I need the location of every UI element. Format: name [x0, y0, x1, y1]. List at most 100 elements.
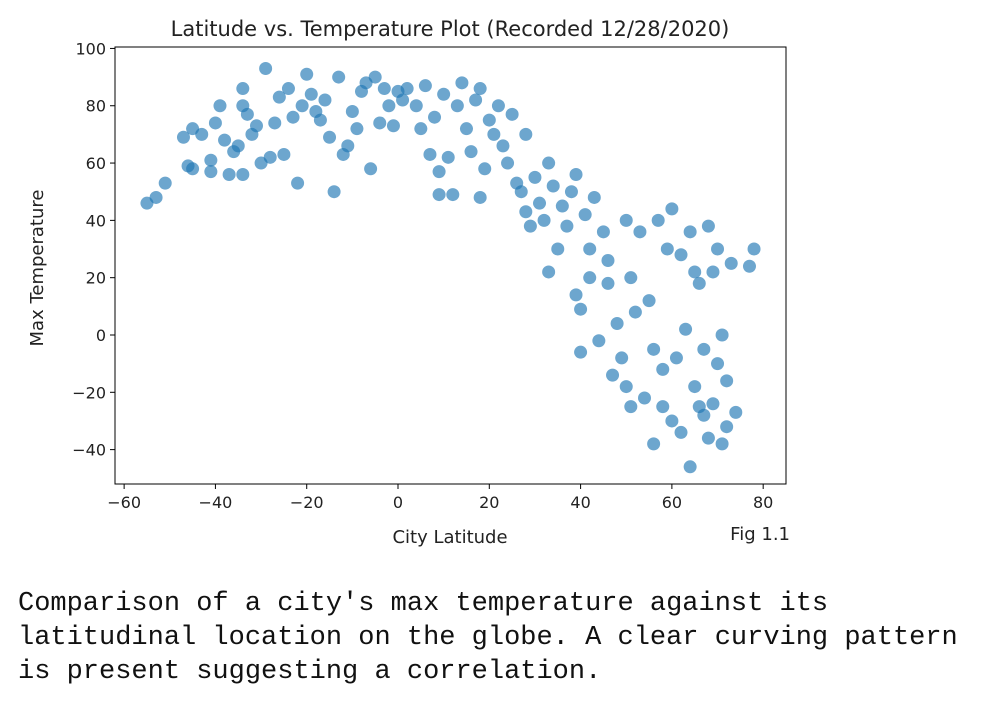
x-tick-label: 60 [662, 493, 682, 512]
point [418, 79, 432, 93]
point [606, 368, 620, 382]
point [437, 87, 451, 101]
point [519, 205, 533, 219]
point [450, 99, 464, 113]
point [706, 265, 720, 279]
point [619, 380, 633, 394]
point [701, 219, 715, 233]
x-axis-label: City Latitude [392, 527, 507, 548]
point [546, 179, 560, 193]
point [715, 328, 729, 342]
x-tick-label: −20 [290, 493, 324, 512]
point [464, 145, 478, 159]
point [295, 99, 309, 113]
point [715, 437, 729, 451]
point [478, 162, 492, 176]
point [250, 119, 264, 133]
point [679, 322, 693, 336]
point [720, 374, 734, 388]
point [432, 165, 446, 179]
y-tick-label: −20 [72, 383, 106, 402]
point [382, 99, 396, 113]
point [473, 190, 487, 204]
point [291, 176, 305, 190]
point [514, 185, 528, 199]
point [432, 188, 446, 202]
point [386, 119, 400, 133]
point [669, 351, 683, 365]
point [619, 213, 633, 227]
point [596, 225, 610, 239]
point [729, 405, 743, 419]
y-tick-label: 0 [96, 326, 106, 345]
point [400, 82, 414, 96]
point [231, 139, 245, 153]
point [158, 176, 172, 190]
point [304, 87, 318, 101]
point [373, 116, 387, 130]
point [469, 93, 483, 107]
point [204, 165, 218, 179]
point [519, 127, 533, 141]
point [665, 414, 679, 428]
point [409, 99, 423, 113]
point [637, 391, 651, 405]
point [491, 99, 505, 113]
plot-frame [114, 46, 787, 485]
point [208, 116, 222, 130]
point [551, 242, 565, 256]
point [473, 82, 487, 96]
point [496, 139, 510, 153]
point [683, 225, 697, 239]
point [428, 110, 442, 124]
y-axis-label: Max Temperature [27, 190, 48, 347]
point [300, 67, 314, 81]
x-tick-label: 0 [393, 493, 403, 512]
point [149, 190, 163, 204]
point [624, 271, 638, 285]
point [423, 147, 437, 161]
point [697, 342, 711, 356]
point [286, 110, 300, 124]
caption-line: is present suggesting a correlation. [18, 657, 601, 687]
point [537, 213, 551, 227]
point [364, 162, 378, 176]
point [213, 99, 227, 113]
point [350, 122, 364, 136]
y-tick-label: −40 [72, 441, 106, 460]
point [323, 130, 337, 144]
point [176, 130, 190, 144]
y-tick-label: 60 [86, 154, 106, 173]
y-tick-label: 20 [86, 269, 106, 288]
point [674, 248, 688, 262]
point [610, 317, 624, 331]
x-tick-label: 80 [753, 493, 773, 512]
point [327, 185, 341, 199]
x-tick-label: −40 [199, 493, 233, 512]
point [601, 276, 615, 290]
x-tick-label: −60 [107, 493, 141, 512]
point [583, 271, 597, 285]
point [569, 288, 583, 302]
point [204, 153, 218, 167]
point [692, 276, 706, 290]
point [647, 342, 661, 356]
point [601, 253, 615, 267]
point [624, 400, 638, 414]
point [441, 150, 455, 164]
point [195, 127, 209, 141]
point [446, 188, 460, 202]
point [720, 420, 734, 434]
point [701, 431, 715, 445]
x-tick-label: 40 [570, 493, 590, 512]
point [455, 76, 469, 90]
point [368, 70, 382, 84]
point [272, 90, 286, 104]
point [487, 127, 501, 141]
point [332, 70, 346, 84]
point [628, 305, 642, 319]
point [569, 168, 583, 182]
point [742, 259, 756, 273]
point [747, 242, 761, 256]
point [318, 93, 332, 107]
